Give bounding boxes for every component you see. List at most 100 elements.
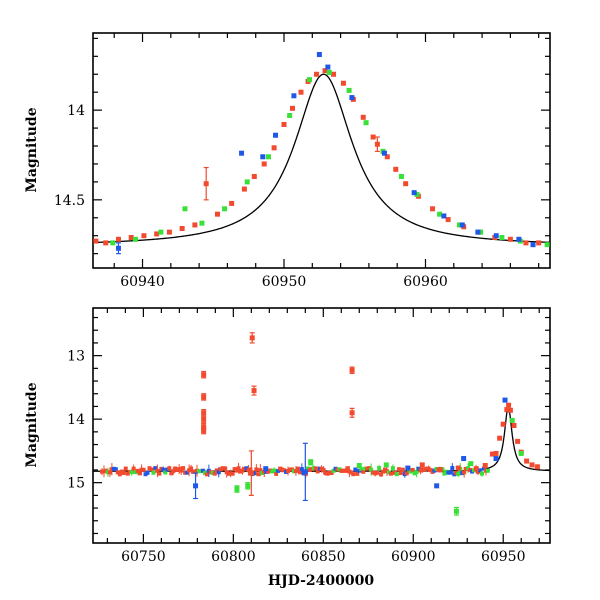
top-red-point [229,200,235,206]
top-green-point [306,77,312,83]
top-green-point [456,222,462,228]
top-red-point [430,206,436,212]
top-red-point [523,240,529,246]
top-blue-point [273,132,279,138]
bottom-blue-point [405,465,411,471]
bottom-red-point [534,464,540,470]
baseline-point [169,471,174,476]
bottom-green-point [453,508,459,514]
baseline-point [353,467,358,472]
top-green-point [398,174,404,180]
bottom-green-point [518,450,524,456]
top-blue-point [325,64,331,70]
bottom-x-axis-label: HJD-2400000 [268,573,375,589]
baseline-point [355,471,360,476]
baseline-point [478,468,483,473]
top-green-point [244,179,250,185]
top-blue-point [411,190,417,196]
bottom-blue-point [493,456,499,462]
baseline-point [315,469,320,474]
top-red-point [403,181,409,187]
top-green-point [158,229,164,235]
top-green-point [222,206,228,212]
bottom-panel: 60750 60800 60850 60900 60950 13 14 15 [67,307,551,565]
bottom-y-tick-label: 14 [67,412,85,428]
baseline-point [230,471,235,476]
bottom-red-point [455,465,461,471]
baseline-point [313,466,318,471]
top-green-point [265,154,271,160]
top-red-point [298,89,304,95]
top-red-point [331,71,337,77]
top-red-point [251,174,257,180]
top-red-point [241,186,247,192]
bottom-y-tick-label: 13 [67,349,85,365]
bottom-red-point [507,407,513,413]
top-red-point [314,71,320,77]
baseline-point [297,470,302,475]
top-blue-point [459,222,465,228]
bottom-green-point [383,462,389,468]
baseline-point [481,466,486,471]
top-red-point [203,181,209,187]
baseline-point [248,467,253,472]
baseline-point [388,471,393,476]
bottom-red-point [251,388,257,394]
baseline-point [163,470,168,475]
baseline-point [345,466,350,471]
top-green-point [414,191,420,197]
bottom-red-point [489,451,495,457]
top-blue-point [316,52,322,58]
bottom-plot-frame [92,307,551,544]
baseline-point [485,468,490,473]
top-y-axis-label: Magnitude [24,107,40,192]
bottom-red-point [506,402,512,408]
top-red-point [166,229,172,235]
bottom-y-axis-label: Magnitude [24,382,40,467]
top-green-point [110,240,116,246]
top-green-point [199,220,205,226]
top-blue-point [381,150,387,156]
bottom-red-point [482,463,488,469]
baseline-point [151,470,156,475]
top-plot-frame [92,32,551,269]
baseline-point [375,470,380,475]
top-red-point [360,114,366,120]
bottom-x-tick-label: 60950 [481,549,526,565]
top-red-point [271,145,277,151]
baseline-point [398,471,403,476]
top-red-point [384,154,390,160]
baseline-point [145,470,150,475]
baseline-point [448,470,453,475]
bottom-blue-point [263,466,269,472]
baseline-point [222,466,227,471]
baseline-point [359,467,364,472]
baseline-point [137,471,142,476]
top-blue-point [475,229,481,235]
bottom-red-point [201,416,207,422]
baseline-point [234,468,239,473]
bottom-red-point [201,410,207,416]
bottom-red-point [437,467,443,473]
top-green-point [346,87,352,93]
top-plot-area [93,52,550,255]
bottom-red-point [349,410,355,416]
baseline-point [185,470,190,475]
top-red-point [115,236,121,242]
baseline-point [181,466,186,471]
top-red-point [261,161,267,167]
baseline-point [157,471,162,476]
bottom-green-point [245,483,251,489]
top-red-point [192,222,198,228]
bottom-green-point [468,461,474,467]
top-green-point [544,242,550,248]
bottom-x-tick-label: 60900 [391,549,436,565]
bottom-blue-point [502,397,508,403]
baseline-point [212,471,217,476]
baseline-point [396,467,401,472]
top-red-point [141,233,147,239]
top-green-point [437,211,443,217]
bottom-green-point [234,486,240,492]
top-green-point [499,235,505,241]
bottom-red-point [473,466,479,472]
